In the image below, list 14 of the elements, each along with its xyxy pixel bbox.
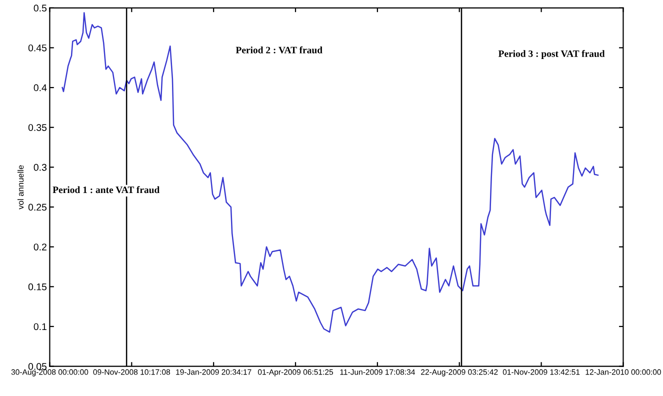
annotation: Period 3 : post VAT fraud bbox=[498, 50, 605, 59]
y-tick-label: 0.1 bbox=[34, 323, 46, 330]
y-tick-label: 0.05 bbox=[28, 363, 47, 370]
y-tick-label: 0.3 bbox=[34, 164, 47, 171]
y-tick-label: 0.5 bbox=[34, 4, 47, 12]
y-tick-label: 0.4 bbox=[34, 84, 47, 92]
y-tick-label: 0.15 bbox=[28, 283, 47, 290]
y-tick-label: 0.35 bbox=[28, 124, 47, 131]
y-tick-label: 0.45 bbox=[28, 44, 47, 52]
annotation: Period 1 : ante VAT fraud bbox=[52, 186, 160, 194]
annotation: Period 2 : VAT fraud bbox=[236, 46, 322, 54]
y-tick-label: 0.25 bbox=[28, 204, 47, 211]
y-tick-label: 0.2 bbox=[34, 244, 46, 250]
y-axis-title: vol annuelle bbox=[17, 165, 24, 210]
